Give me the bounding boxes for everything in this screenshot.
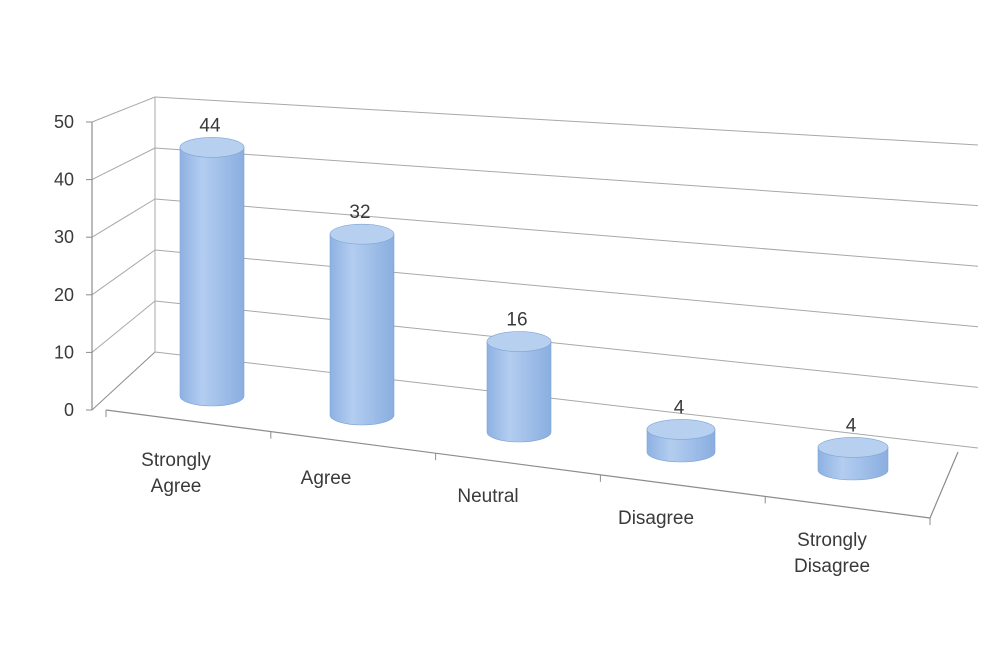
bar-top — [646, 419, 716, 440]
side-gridline — [91, 198, 156, 238]
bar-top — [329, 223, 395, 245]
data-label: 16 — [506, 310, 527, 331]
bars — [179, 137, 889, 481]
bar-top — [486, 331, 552, 352]
category-label: Strongly Agree — [141, 450, 211, 497]
bar — [646, 419, 716, 463]
category-label: Strongly Disagree — [794, 530, 870, 577]
x-axis-line — [105, 409, 931, 519]
floor-back-edge — [154, 351, 979, 449]
y-tick-label: 30 — [54, 227, 74, 247]
y-tick-label: 40 — [54, 170, 74, 190]
category-label: Agree — [301, 468, 352, 489]
category-label: Neutral — [457, 486, 518, 507]
floor-right-edge — [929, 451, 959, 519]
y-tick-label: 0 — [64, 400, 74, 420]
bar — [329, 223, 395, 426]
category-label: Disagree — [618, 508, 694, 529]
side-gridline — [91, 300, 156, 353]
y-tick-label: 50 — [54, 112, 74, 132]
bar — [486, 331, 552, 443]
gridlines — [91, 96, 979, 388]
gridline — [154, 96, 979, 146]
data-label: 44 — [199, 115, 221, 136]
gridline — [154, 198, 979, 267]
data-label: 32 — [349, 202, 370, 223]
side-gridline — [91, 96, 156, 123]
y-tick-label: 20 — [54, 285, 74, 305]
y-tick-label: 10 — [54, 342, 74, 362]
bar-body — [329, 233, 395, 426]
bar-top — [179, 137, 245, 158]
gridline — [154, 300, 979, 388]
axes — [86, 121, 979, 525]
x-axis-category-labels: Strongly Agree Agree Neutral Disagree Strongl… — [141, 450, 870, 577]
side-gridline — [91, 249, 156, 296]
bar — [817, 437, 889, 481]
bar-body — [486, 341, 552, 443]
bar-top — [817, 437, 889, 458]
data-label: 4 — [846, 415, 857, 436]
floor-left-edge — [91, 351, 156, 411]
y-axis-tick-labels: 0 10 20 30 40 50 — [54, 112, 74, 420]
side-gridline — [91, 147, 156, 181]
gridline — [154, 147, 979, 207]
data-label: 4 — [674, 397, 685, 418]
bar — [179, 137, 245, 407]
gridline — [154, 249, 979, 328]
bar-body — [179, 147, 245, 407]
